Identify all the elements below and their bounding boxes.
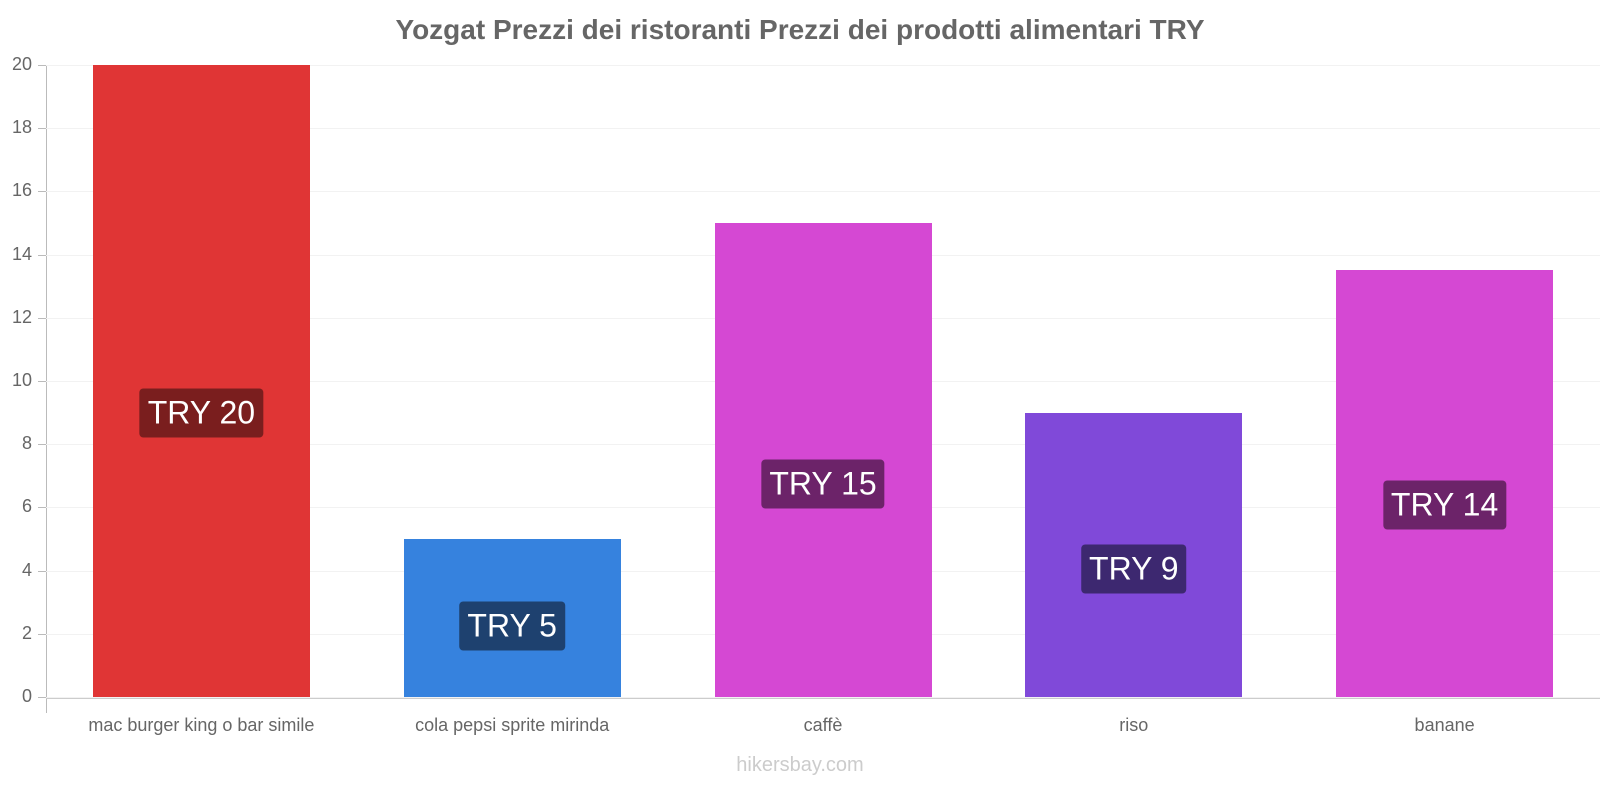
y-tick-label: 18 <box>11 117 32 138</box>
bar[interactable]: TRY 14 <box>1336 270 1554 697</box>
y-tick-mark <box>38 633 46 635</box>
x-tick-label: cola pepsi sprite mirinda <box>415 715 610 735</box>
x-tick-label: caffè <box>803 715 843 735</box>
y-tick-label: 0 <box>21 686 32 706</box>
y-tick-label: 8 <box>21 433 32 454</box>
y-tick-mark <box>38 317 46 319</box>
bar[interactable]: TRY 20 <box>92 65 310 697</box>
y-tick-mark <box>38 570 46 572</box>
y-tick-mark <box>38 507 46 509</box>
chart-title: Yozgat Prezzi dei ristoranti Prezzi dei … <box>395 14 1205 45</box>
gridline <box>46 65 1600 66</box>
gridline <box>46 191 1600 193</box>
bar[interactable]: TRY 15 <box>714 223 932 697</box>
y-tick-label: 14 <box>11 243 32 264</box>
y-axis <box>46 65 47 713</box>
y-tick-label: 10 <box>11 370 32 390</box>
gridline <box>46 128 1600 130</box>
x-tick-label: mac burger king o bar simile <box>88 715 315 735</box>
y-tick-mark <box>38 65 46 66</box>
y-tick-label: 6 <box>21 496 32 517</box>
y-tick-mark <box>38 381 46 382</box>
bar-value-label: TRY 20 <box>139 388 264 438</box>
y-tick-label: 20 <box>11 54 32 74</box>
plot-area: 0 2 4 6 8 10 12 14 16 18 20 TRY 20 mac burger king o… <box>12 54 1600 735</box>
bar-value-label: TRY 14 <box>1382 480 1507 530</box>
bar-value-label: TRY 5 <box>459 601 565 651</box>
y-tick-mark <box>38 254 46 256</box>
x-tick-label: banane <box>1414 715 1475 735</box>
y-tick-mark <box>38 191 46 193</box>
y-tick-label: 4 <box>21 559 32 580</box>
x-axis <box>46 697 1600 699</box>
bar-value-label: TRY 15 <box>761 459 885 509</box>
gridline <box>46 697 1600 698</box>
bar-value-label: TRY 9 <box>1081 544 1187 594</box>
y-tick-mark <box>38 697 46 698</box>
bar[interactable]: TRY 5 <box>403 539 621 697</box>
watermark: hikersbay.com <box>736 754 864 776</box>
y-tick-label: 2 <box>21 622 32 643</box>
bar[interactable]: TRY 9 <box>1025 412 1243 697</box>
y-tick-mark <box>38 128 46 130</box>
x-tick-label: riso <box>1119 715 1149 735</box>
y-tick-label: 12 <box>11 306 32 327</box>
y-tick-label: 16 <box>11 180 32 201</box>
y-tick-mark <box>38 444 46 446</box>
